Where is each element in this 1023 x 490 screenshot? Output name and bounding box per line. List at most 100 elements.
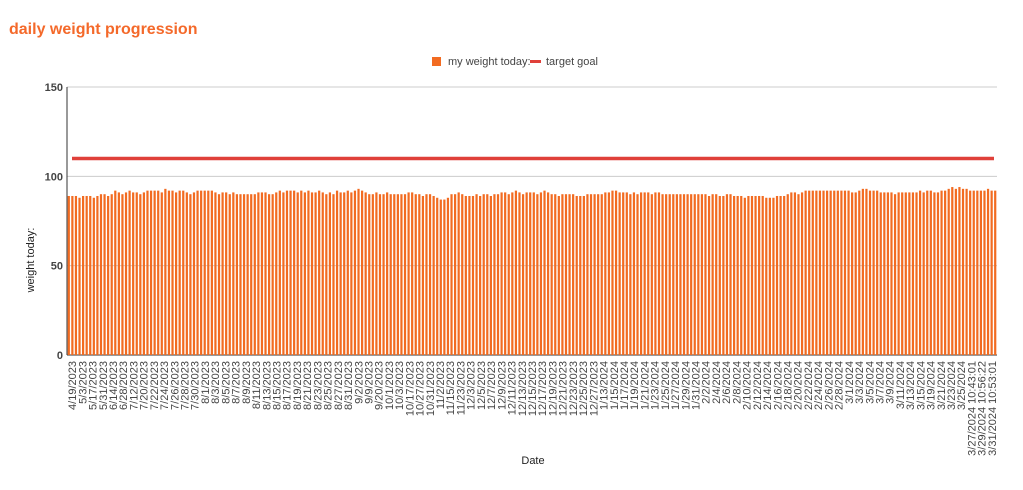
x-tick-label: 10/3/2023 [394, 361, 406, 410]
x-tick-label: 6/28/2023 [118, 361, 130, 410]
bar [271, 194, 274, 355]
bar [936, 192, 940, 355]
x-tick-label: 5/31/2023 [98, 361, 110, 410]
x-tick-label: 7/28/2023 [180, 361, 192, 410]
x-tick-label: 10/31/2023 [425, 361, 437, 416]
bar [403, 194, 407, 355]
bar [951, 187, 954, 355]
x-tick-label: 8/9/2023 [241, 361, 253, 404]
bar [582, 195, 585, 355]
x-axis-title: Date [521, 455, 544, 467]
bar [922, 192, 925, 355]
bar [700, 194, 704, 355]
x-tick-label: 8/1/2023 [200, 361, 212, 404]
bar [536, 194, 539, 355]
bar [632, 192, 636, 355]
bar [71, 195, 74, 355]
bar [92, 197, 95, 355]
bar [207, 190, 210, 355]
x-tick-label: 2/6/2024 [721, 361, 733, 404]
x-tick-label: 4/19/2023 [67, 361, 79, 410]
y-tick-label: 100 [45, 171, 63, 183]
bar [300, 190, 303, 355]
bar [443, 199, 446, 355]
x-tick-label: 3/23/2024 [946, 361, 958, 410]
bar [926, 190, 929, 355]
bar [500, 192, 503, 355]
bar [911, 192, 915, 355]
bar [675, 194, 678, 355]
x-tick-label: 8/3/2023 [210, 361, 222, 404]
bar [450, 194, 453, 355]
x-tick-label: 12/13/2023 [517, 361, 529, 416]
x-tick-label: 9/20/2023 [374, 361, 386, 410]
bar [586, 194, 589, 355]
bar [725, 194, 729, 355]
x-tick-label: 8/17/2023 [282, 361, 294, 410]
bar [167, 190, 171, 355]
bar [446, 197, 450, 355]
bar [682, 194, 686, 355]
bar [196, 190, 199, 355]
bar [486, 194, 489, 355]
bar [504, 192, 507, 355]
x-tick-label: 2/16/2024 [772, 361, 784, 410]
bar [983, 190, 986, 355]
x-tick-label: 2/14/2024 [762, 361, 774, 410]
bar [217, 194, 221, 355]
legend[interactable]: my weight today: target goal [432, 56, 598, 68]
bar [872, 190, 875, 355]
bar [672, 194, 675, 355]
bar [289, 190, 292, 355]
x-tick-label: 11/23/2023 [455, 361, 467, 415]
x-tick-label: 12/3/2023 [466, 361, 478, 410]
bar [264, 192, 267, 355]
bar [868, 190, 872, 355]
x-tick-label: 8/13/2023 [261, 361, 273, 410]
bar [293, 190, 296, 355]
bar [285, 190, 289, 355]
bar [607, 192, 611, 355]
x-tick-label: 3/13/2024 [905, 361, 917, 410]
bar [386, 192, 389, 355]
bar [414, 194, 417, 355]
bar [214, 192, 217, 355]
bar [711, 194, 714, 355]
bar [893, 194, 897, 355]
bar [200, 190, 203, 355]
x-tick-label: 12/11/2023 [507, 361, 519, 415]
bar [350, 192, 353, 355]
bar [225, 192, 228, 355]
bar [468, 195, 471, 355]
x-tick-label: 3/27/2024 10:43:01 [966, 361, 978, 456]
bar [815, 190, 818, 355]
x-tick-label: 12/21/2023 [558, 361, 570, 416]
bar [479, 195, 482, 355]
y-axis-title: weight today: [25, 228, 37, 294]
bar [107, 195, 110, 355]
bar [690, 194, 693, 355]
bar [232, 192, 235, 355]
bar [164, 188, 167, 355]
bar [994, 190, 997, 355]
x-tick-label: 5/17/2023 [88, 361, 100, 410]
bar [74, 195, 78, 355]
bar [425, 194, 428, 355]
x-tick-label: 6/14/2023 [108, 361, 120, 410]
bar [278, 190, 281, 355]
bar [171, 190, 174, 355]
bar [833, 190, 836, 355]
grid-layer [67, 86, 997, 356]
bar [918, 190, 922, 355]
bar [496, 194, 500, 355]
bar [157, 190, 160, 355]
x-tick-label: 12/7/2023 [486, 361, 498, 410]
bar [618, 192, 621, 355]
bar [933, 192, 936, 355]
bar [310, 192, 314, 355]
bar [554, 194, 557, 355]
bar [239, 194, 242, 355]
x-tick-label: 8/23/2023 [312, 361, 324, 410]
axis-layer: 0 50 100 150 4/19/20235/3/20235/17/20235/31/… [25, 82, 999, 467]
